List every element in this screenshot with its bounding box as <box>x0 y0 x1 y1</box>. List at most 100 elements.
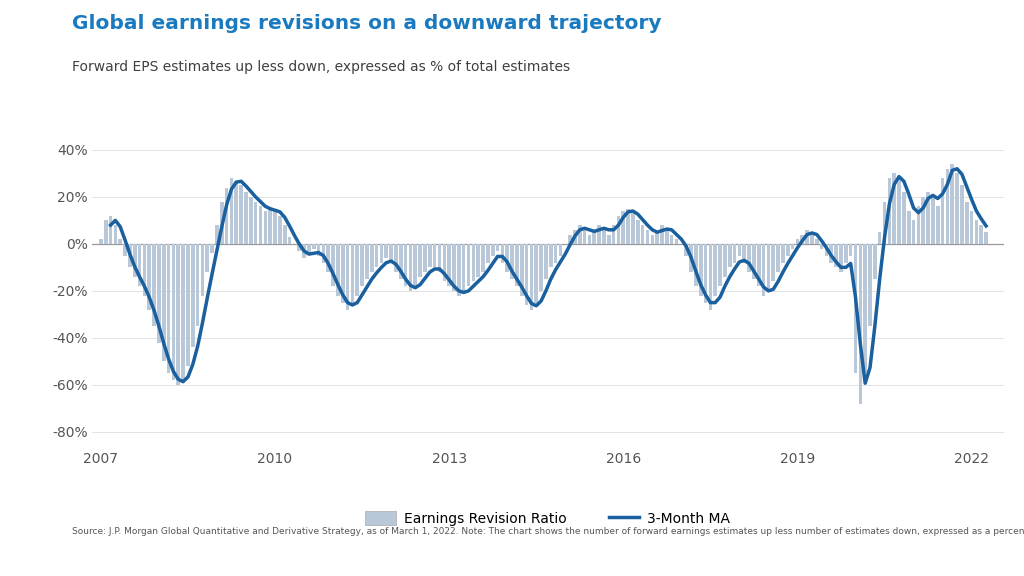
Bar <box>380 244 383 263</box>
Bar <box>196 244 200 326</box>
Bar <box>636 221 640 244</box>
Bar <box>742 244 746 263</box>
Bar <box>786 244 790 256</box>
Bar <box>820 244 823 249</box>
Bar <box>955 173 958 244</box>
Bar <box>453 244 456 291</box>
Bar <box>520 244 523 295</box>
Bar <box>316 244 321 256</box>
Bar <box>544 244 548 279</box>
Bar <box>103 221 108 244</box>
Bar <box>273 211 276 244</box>
Bar <box>858 244 862 404</box>
Bar <box>524 244 528 305</box>
Bar <box>684 244 688 256</box>
Bar <box>220 202 223 244</box>
Bar <box>496 244 500 251</box>
Bar <box>815 239 818 244</box>
Bar <box>471 244 475 282</box>
Bar <box>307 244 310 253</box>
Bar <box>801 234 804 244</box>
Bar <box>650 234 654 244</box>
Bar <box>748 244 751 272</box>
Bar <box>927 192 930 244</box>
Bar <box>375 244 379 267</box>
Bar <box>142 244 146 295</box>
Bar <box>510 244 514 279</box>
Bar <box>423 244 427 272</box>
Bar <box>190 244 195 347</box>
Bar <box>515 244 519 286</box>
Bar <box>128 244 132 267</box>
Bar <box>554 244 557 263</box>
Bar <box>114 225 117 244</box>
Bar <box>631 213 635 244</box>
Bar <box>268 209 272 244</box>
Bar <box>829 244 834 263</box>
Bar <box>950 164 954 244</box>
Bar <box>655 232 659 244</box>
Bar <box>675 239 678 244</box>
Bar <box>593 230 596 244</box>
Bar <box>428 244 432 267</box>
Bar <box>409 244 413 291</box>
Bar <box>892 173 896 244</box>
Bar <box>611 225 615 244</box>
Bar <box>442 244 446 282</box>
Bar <box>394 244 397 272</box>
Bar <box>767 244 770 291</box>
Bar <box>360 244 364 286</box>
Bar <box>907 211 910 244</box>
Bar <box>279 216 282 244</box>
Bar <box>549 244 553 267</box>
Bar <box>259 206 262 244</box>
Bar <box>201 244 204 295</box>
Bar <box>699 244 702 295</box>
Bar <box>419 244 422 277</box>
Bar <box>694 244 697 286</box>
Bar <box>476 244 480 277</box>
Bar <box>835 244 838 267</box>
Bar <box>762 244 765 295</box>
Bar <box>703 244 708 302</box>
Bar <box>389 244 393 263</box>
Bar <box>350 244 354 302</box>
Bar <box>810 234 814 244</box>
Bar <box>297 244 301 251</box>
Bar <box>341 244 344 302</box>
Bar <box>559 244 562 256</box>
Bar <box>263 211 267 244</box>
Bar <box>931 197 935 244</box>
Bar <box>984 232 988 244</box>
Bar <box>467 244 470 286</box>
Bar <box>506 244 509 272</box>
Bar <box>176 244 180 385</box>
Bar <box>771 244 775 282</box>
Bar <box>781 244 784 263</box>
Bar <box>622 211 625 244</box>
Bar <box>568 234 572 244</box>
Bar <box>206 244 209 272</box>
Bar <box>529 244 534 310</box>
Bar <box>607 234 610 244</box>
Bar <box>791 244 795 249</box>
Bar <box>403 244 408 286</box>
Bar <box>757 244 761 286</box>
Bar <box>288 237 292 244</box>
Bar <box>805 230 809 244</box>
Bar <box>322 244 326 263</box>
Bar <box>916 206 921 244</box>
Bar <box>414 244 417 286</box>
Bar <box>234 180 239 244</box>
Bar <box>840 244 843 272</box>
Bar <box>109 216 113 244</box>
Bar <box>249 197 253 244</box>
Bar <box>883 202 887 244</box>
Bar <box>941 178 944 244</box>
Legend: Earnings Revision Ratio, 3-Month MA: Earnings Revision Ratio, 3-Month MA <box>359 505 736 531</box>
Bar <box>133 244 136 277</box>
Bar <box>153 244 156 326</box>
Bar <box>878 232 882 244</box>
Bar <box>123 244 127 256</box>
Bar <box>457 244 461 295</box>
